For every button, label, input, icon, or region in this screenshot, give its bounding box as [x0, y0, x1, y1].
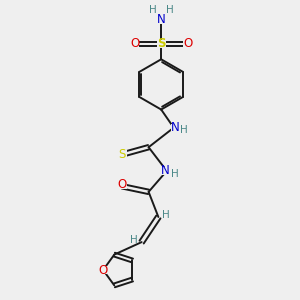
- Text: N: N: [157, 13, 166, 26]
- FancyBboxPatch shape: [157, 16, 166, 24]
- Text: N: N: [161, 164, 170, 177]
- FancyBboxPatch shape: [171, 124, 180, 132]
- FancyBboxPatch shape: [130, 40, 139, 47]
- FancyBboxPatch shape: [118, 150, 127, 158]
- Text: H: H: [166, 5, 174, 16]
- Text: O: O: [183, 37, 192, 50]
- FancyBboxPatch shape: [118, 181, 127, 189]
- FancyBboxPatch shape: [161, 167, 170, 175]
- Text: H: H: [130, 235, 138, 245]
- Text: O: O: [130, 37, 139, 50]
- Text: O: O: [98, 263, 107, 277]
- Text: H: H: [149, 5, 157, 16]
- FancyBboxPatch shape: [157, 40, 166, 48]
- Text: H: H: [181, 125, 188, 135]
- Text: S: S: [118, 148, 126, 161]
- Text: S: S: [157, 38, 165, 50]
- FancyBboxPatch shape: [183, 40, 192, 47]
- Text: H: H: [162, 210, 170, 220]
- Text: O: O: [118, 178, 127, 191]
- Text: N: N: [171, 121, 179, 134]
- FancyBboxPatch shape: [98, 266, 107, 274]
- Text: H: H: [171, 169, 179, 179]
